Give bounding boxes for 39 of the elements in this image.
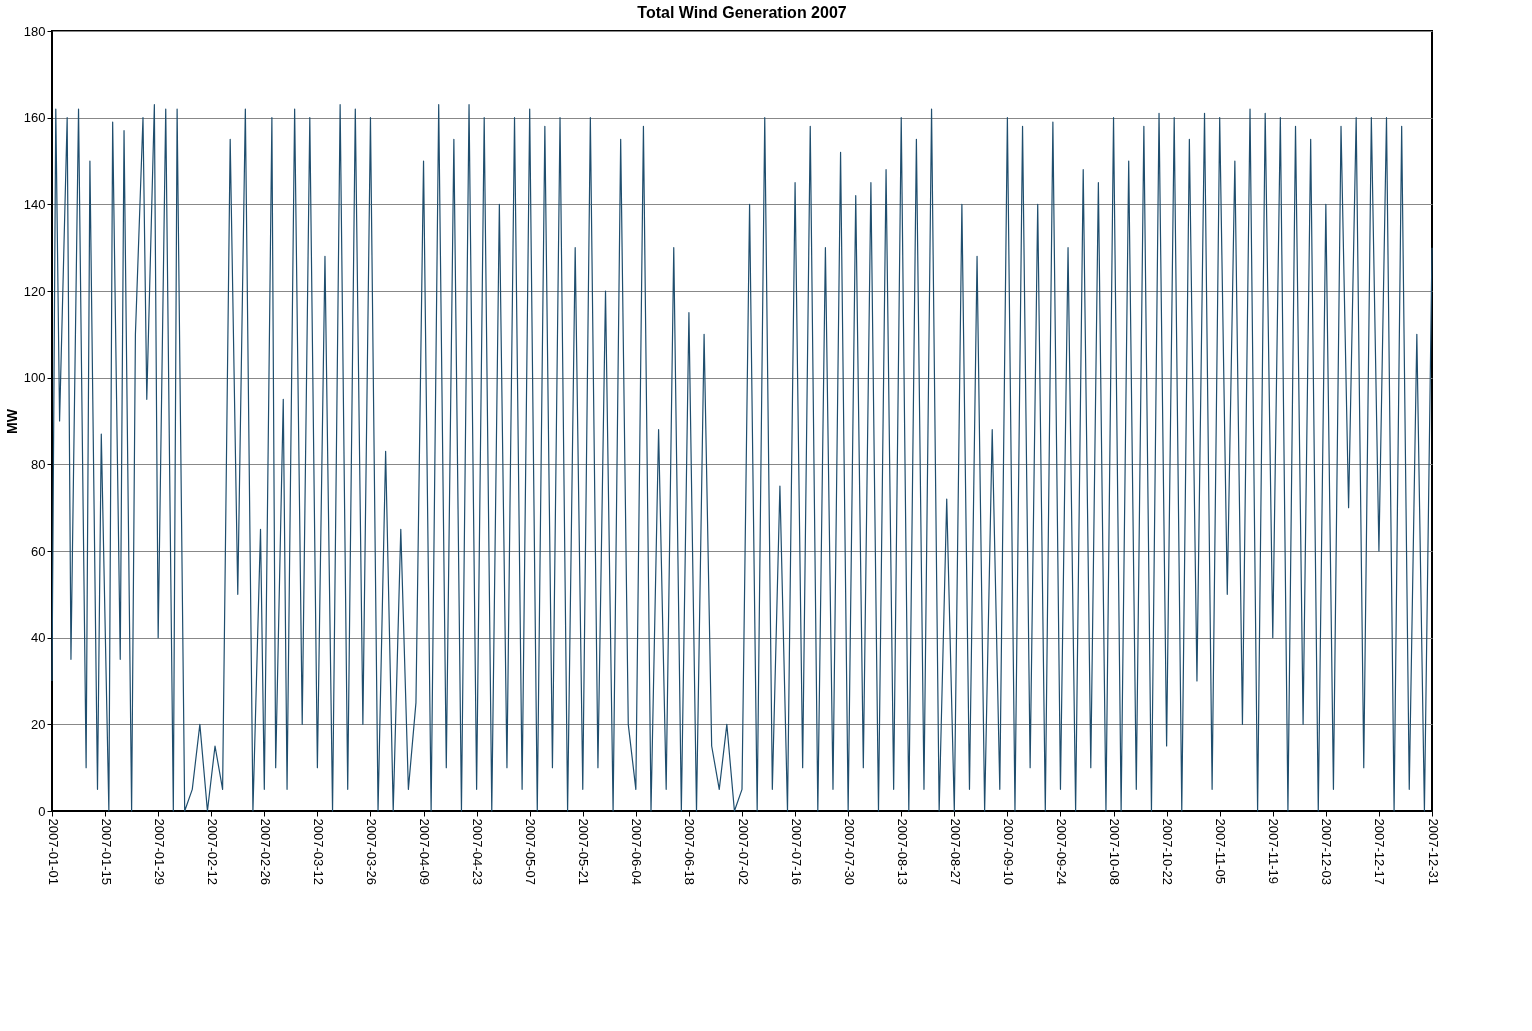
chart-title: Total Wind Generation 2007 <box>637 4 847 21</box>
y-tick-label: 120 <box>23 283 46 299</box>
x-tick-label: 2007-10-22 <box>1160 818 1176 885</box>
x-tick-label: 2007-03-26 <box>363 818 379 885</box>
x-tick-label: 2007-09-24 <box>1053 818 1069 885</box>
y-tick-label: 40 <box>31 630 46 646</box>
y-tick-label: 160 <box>23 110 46 126</box>
y-tick-label: 80 <box>31 456 46 472</box>
y-tick-label: 0 <box>38 803 46 819</box>
y-axis-title: MW <box>3 408 20 434</box>
x-tick-label: 2007-06-04 <box>629 818 645 885</box>
x-tick-label: 2007-01-15 <box>98 818 114 885</box>
y-tick-label: 140 <box>23 196 46 212</box>
x-tick-label: 2007-12-03 <box>1319 818 1335 885</box>
x-tick-label: 2007-11-05 <box>1213 818 1229 885</box>
y-tick-label: 100 <box>23 370 46 386</box>
x-tick-label: 2007-02-12 <box>204 818 220 885</box>
x-tick-label: 2007-07-02 <box>735 818 751 885</box>
x-tick-label: 2007-03-12 <box>310 818 326 885</box>
x-tick-label: 2007-01-01 <box>45 818 61 885</box>
x-tick-label: 2007-07-16 <box>788 818 804 885</box>
x-tick-label: 2007-06-18 <box>682 818 698 885</box>
x-tick-label: 2007-10-08 <box>1107 818 1123 885</box>
x-tick-label: 2007-12-17 <box>1372 818 1388 885</box>
y-tick-label: 60 <box>31 543 46 559</box>
x-tick-label: 2007-04-09 <box>417 818 433 885</box>
x-tick-label: 2007-05-21 <box>576 818 592 885</box>
x-tick-label: 2007-12-31 <box>1425 818 1441 885</box>
x-tick-label: 2007-08-13 <box>894 818 910 885</box>
y-tick-label: 180 <box>23 23 46 39</box>
y-tick-label: 20 <box>31 716 46 732</box>
x-tick-label: 2007-01-29 <box>151 818 167 885</box>
x-tick-label: 2007-02-26 <box>257 818 273 885</box>
x-tick-label: 2007-09-10 <box>1000 818 1016 885</box>
x-tick-label: 2007-08-27 <box>947 818 963 885</box>
x-tick-label: 2007-11-19 <box>1266 818 1282 885</box>
x-tick-label: 2007-07-30 <box>841 818 857 885</box>
x-tick-label: 2007-04-23 <box>470 818 486 885</box>
x-tick-label: 2007-05-07 <box>523 818 539 885</box>
